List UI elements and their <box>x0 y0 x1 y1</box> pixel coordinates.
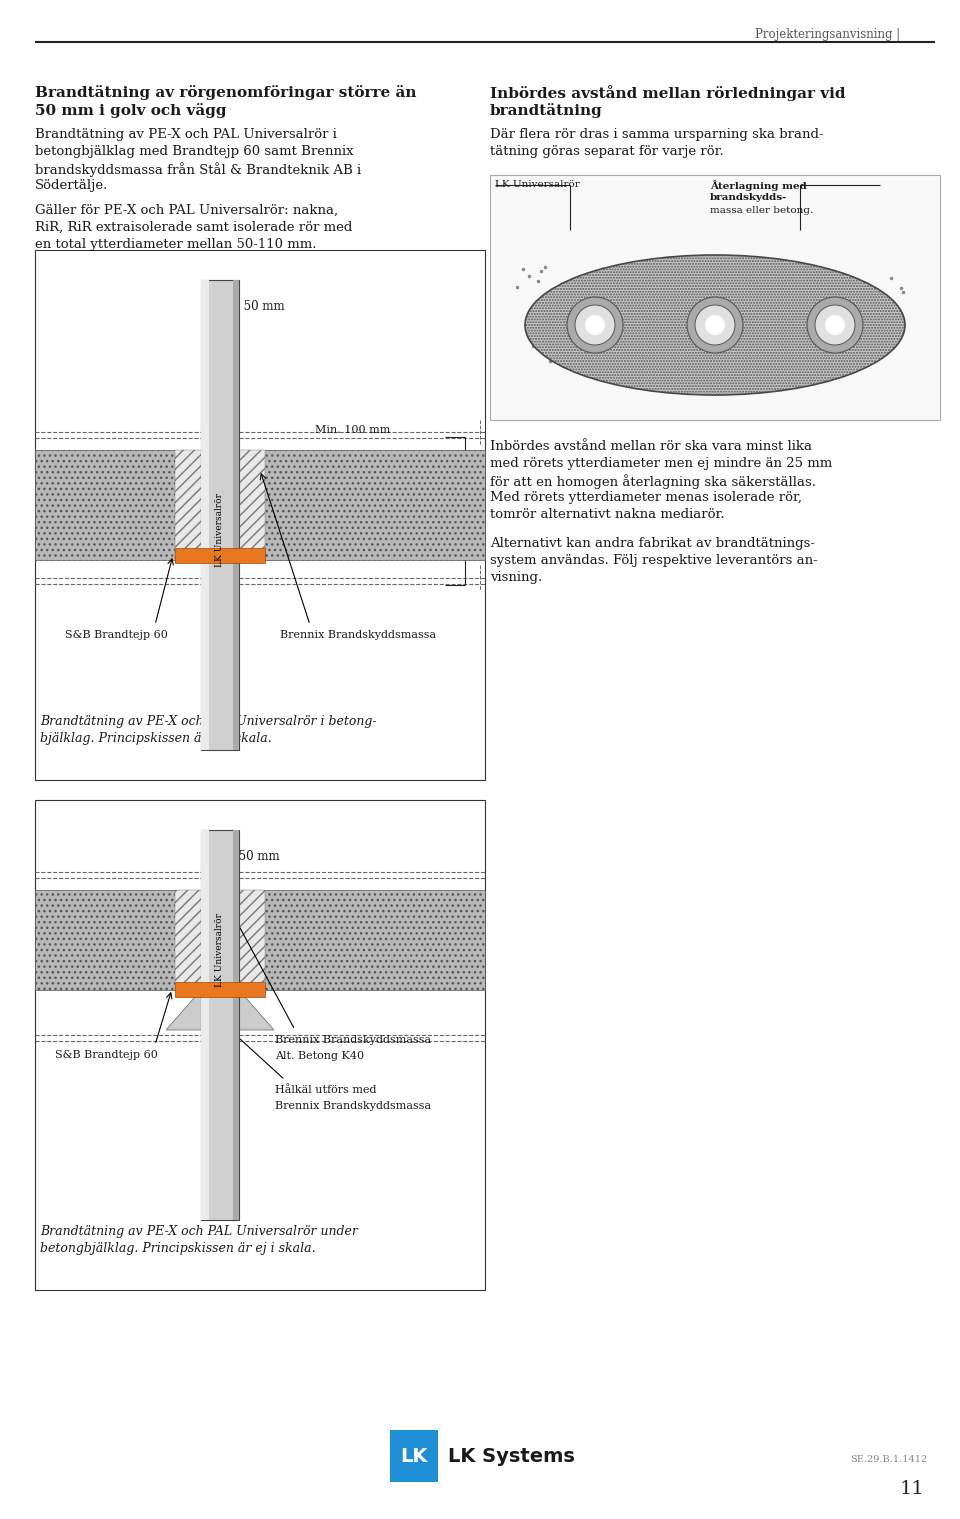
Text: Brandtätning av PE-X och PAL Universalrör i betong-: Brandtätning av PE-X och PAL Universalrö… <box>40 715 376 728</box>
Bar <box>35 450 201 561</box>
Bar <box>175 548 265 564</box>
Ellipse shape <box>525 255 905 395</box>
Bar <box>201 829 208 1220</box>
Text: Brandtätning av rörgenomföringar större än: Brandtätning av rörgenomföringar större … <box>35 85 417 100</box>
Text: visning.: visning. <box>490 571 542 583</box>
Circle shape <box>705 314 725 336</box>
Bar <box>239 450 485 561</box>
Circle shape <box>815 305 855 345</box>
Circle shape <box>695 305 735 345</box>
Text: LK Universalrör: LK Universalrör <box>215 913 225 987</box>
Bar <box>233 279 239 750</box>
Bar <box>201 829 239 1220</box>
Bar <box>35 801 485 1290</box>
Text: Brennix Brandskyddsmassa: Brennix Brandskyddsmassa <box>275 1034 431 1045</box>
Bar <box>201 279 239 750</box>
Text: Inbördes avstånd mellan rör ska vara minst lika: Inbördes avstånd mellan rör ska vara min… <box>490 441 812 453</box>
Text: ≥ 50 mm: ≥ 50 mm <box>225 851 279 863</box>
Text: Gäller för PE-X och PAL Universalrör: nakna,: Gäller för PE-X och PAL Universalrör: na… <box>35 204 338 217</box>
Bar <box>35 890 201 990</box>
Text: SE.29.B.1.1412: SE.29.B.1.1412 <box>850 1455 927 1464</box>
Bar <box>390 1429 438 1483</box>
Polygon shape <box>166 990 274 1030</box>
Text: Hålkäl utförs med: Hålkäl utförs med <box>275 1085 376 1095</box>
Text: tomrör alternativt nakna mediarör.: tomrör alternativt nakna mediarör. <box>490 507 725 521</box>
Text: Min. 100 mm: Min. 100 mm <box>315 425 391 434</box>
Circle shape <box>687 298 743 352</box>
Text: 11: 11 <box>900 1480 924 1498</box>
Text: ≥ 50 mm: ≥ 50 mm <box>230 299 284 313</box>
Text: brandskydds-: brandskydds- <box>710 193 787 202</box>
Bar <box>201 279 208 750</box>
Bar <box>175 981 265 996</box>
Text: Projekteringsanvisning |: Projekteringsanvisning | <box>755 27 900 41</box>
Text: Inbördes avstånd mellan rörledningar vid: Inbördes avstånd mellan rörledningar vid <box>490 85 846 100</box>
Text: Brandtätning av PE-X och PAL Universalrör i: Brandtätning av PE-X och PAL Universalrö… <box>35 128 337 141</box>
Text: Där flera rör dras i samma ursparning ska brand-: Där flera rör dras i samma ursparning sk… <box>490 128 824 141</box>
Text: brandtätning: brandtätning <box>490 103 603 118</box>
Text: Brandtätning av PE-X och PAL Universalrör under: Brandtätning av PE-X och PAL Universalrö… <box>40 1224 358 1238</box>
Bar <box>175 450 265 561</box>
Text: för att en homogen återlagning ska säkerställas.: för att en homogen återlagning ska säker… <box>490 474 816 489</box>
Text: Brennix Brandskyddsmassa: Brennix Brandskyddsmassa <box>275 1101 431 1110</box>
Text: LK Systems: LK Systems <box>448 1446 575 1466</box>
Bar <box>239 890 485 990</box>
Bar <box>35 251 485 779</box>
Bar <box>175 890 265 990</box>
Bar <box>233 829 239 1220</box>
Text: LK Universalrör: LK Universalrör <box>215 494 225 567</box>
Text: med rörets ytterdiameter men ej mindre än 25 mm: med rörets ytterdiameter men ej mindre ä… <box>490 457 832 469</box>
Text: system användas. Följ respektive leverantörs an-: system användas. Följ respektive leveran… <box>490 554 818 567</box>
Text: 50 mm i golv och vägg: 50 mm i golv och vägg <box>35 103 227 118</box>
Text: betongbjälklag. Principskissen är ej i skala.: betongbjälklag. Principskissen är ej i s… <box>40 1243 316 1255</box>
Circle shape <box>585 314 605 336</box>
Circle shape <box>567 298 623 352</box>
Bar <box>490 175 940 419</box>
Circle shape <box>575 305 615 345</box>
Text: tätning göras separat för varje rör.: tätning göras separat för varje rör. <box>490 144 724 158</box>
Circle shape <box>807 298 863 352</box>
Text: en total ytterdiameter mellan 50-110 mm.: en total ytterdiameter mellan 50-110 mm. <box>35 238 317 251</box>
Text: Återlagning med: Återlagning med <box>710 179 810 191</box>
Text: LK Universalrör: LK Universalrör <box>495 179 580 188</box>
Text: bjälklag. Principskissen är ej i skala.: bjälklag. Principskissen är ej i skala. <box>40 732 272 744</box>
Text: Södertälje.: Södertälje. <box>35 179 108 191</box>
Circle shape <box>825 314 845 336</box>
Text: RiR, RiR extraisolerade samt isolerade rör med: RiR, RiR extraisolerade samt isolerade r… <box>35 220 352 234</box>
Text: Alternativt kan andra fabrikat av brandtätnings-: Alternativt kan andra fabrikat av brandt… <box>490 538 815 550</box>
Text: brandskyddsmassa från Stål & Brandteknik AB i: brandskyddsmassa från Stål & Brandteknik… <box>35 163 361 176</box>
Text: Brennix Brandskyddsmassa: Brennix Brandskyddsmassa <box>280 630 436 639</box>
Text: Alt. Betong K40: Alt. Betong K40 <box>275 1051 364 1060</box>
Text: betongbjälklag med Brandtejp 60 samt Brennix: betongbjälklag med Brandtejp 60 samt Bre… <box>35 144 353 158</box>
Text: massa eller betong.: massa eller betong. <box>710 207 813 216</box>
Text: Med rörets ytterdiameter menas isolerade rör,: Med rörets ytterdiameter menas isolerade… <box>490 491 802 504</box>
Text: S&B Brandtejp 60: S&B Brandtejp 60 <box>55 1050 157 1060</box>
Text: S&B Brandtejp 60: S&B Brandtejp 60 <box>65 630 168 639</box>
Text: LK: LK <box>400 1446 428 1466</box>
